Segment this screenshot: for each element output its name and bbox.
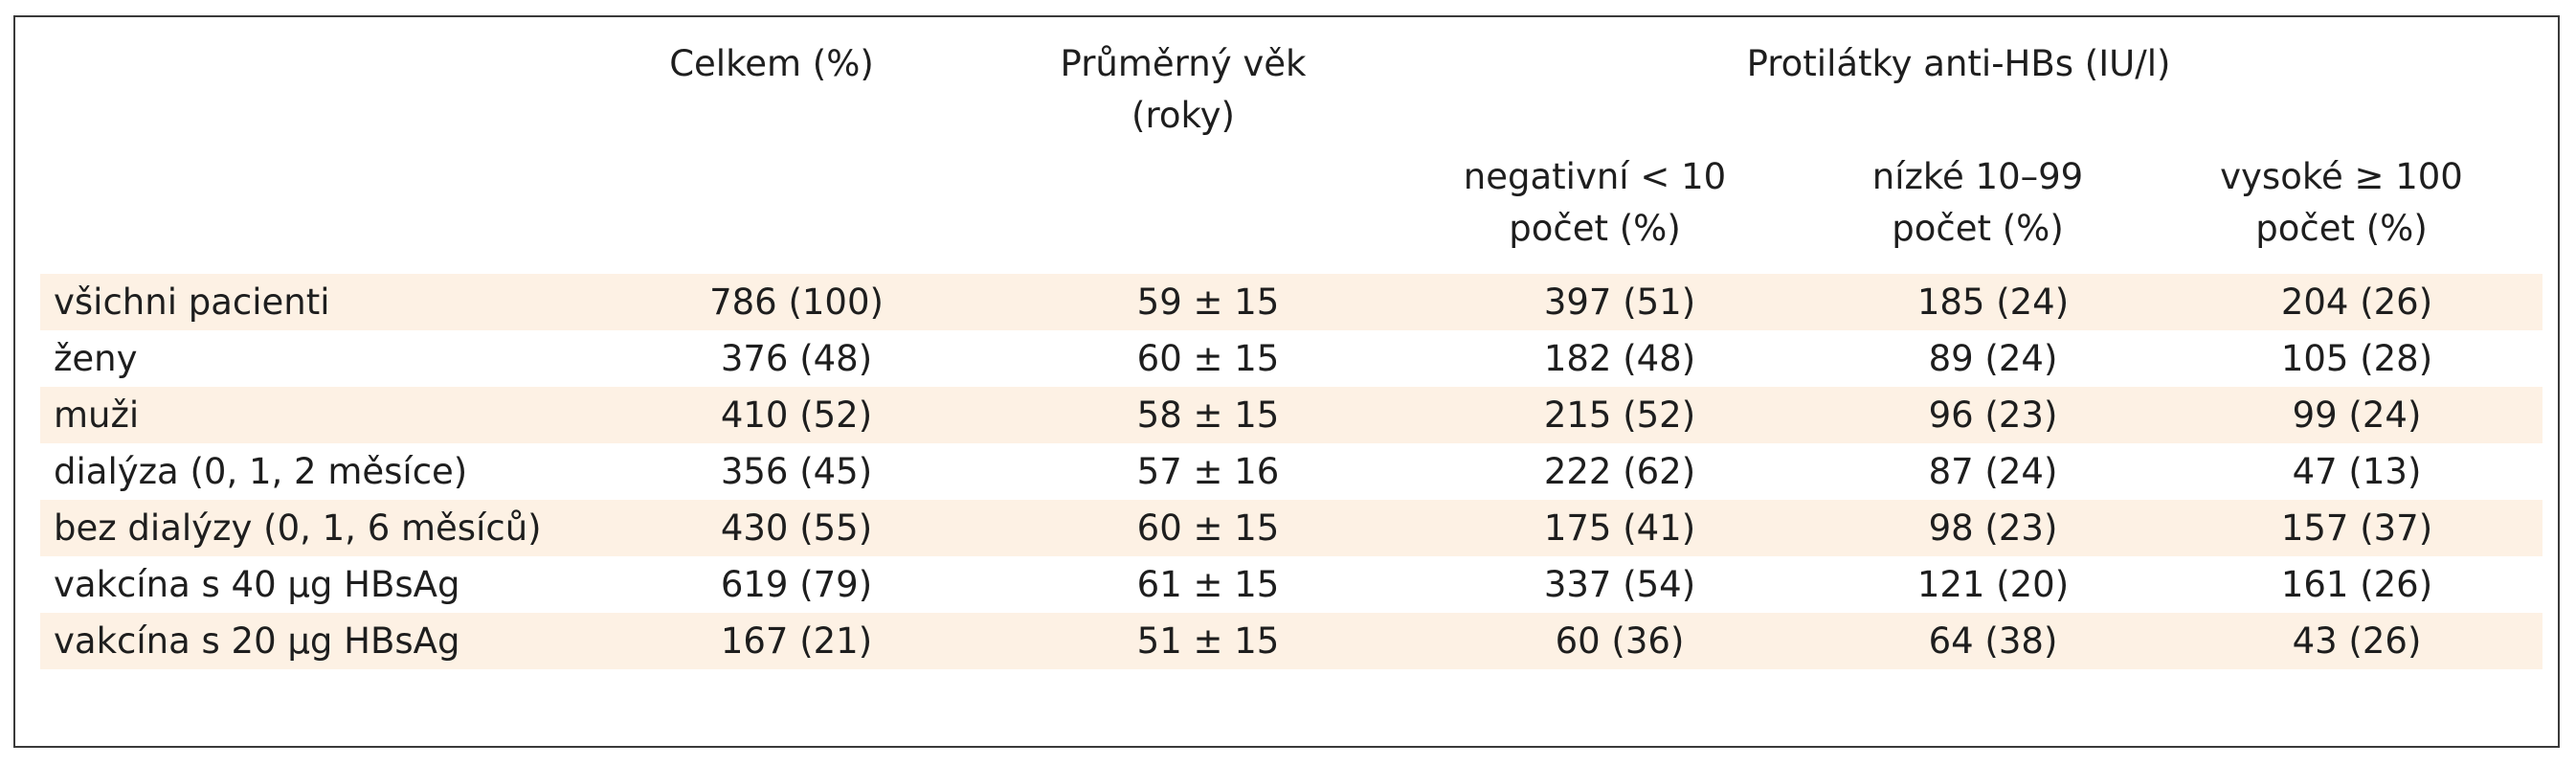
cell-total: 619 (79)	[720, 564, 873, 605]
cell-low: 96 (23)	[1928, 394, 2058, 436]
cell-total: 410 (52)	[720, 394, 873, 436]
header-antibodies-group: Protilátky anti-HBs (IU/l)	[1746, 43, 2171, 84]
header-negative-line1: negativní < 10	[1463, 156, 1727, 197]
cell-low: 87 (24)	[1928, 451, 2058, 492]
cell-low: 185 (24)	[1916, 282, 2070, 323]
table-row: všichni pacienti 786 (100) 59 ± 15 397 (…	[40, 274, 2542, 330]
cell-negative: 175 (41)	[1543, 507, 1696, 549]
row-label: ženy	[54, 338, 138, 379]
cell-negative: 337 (54)	[1543, 564, 1696, 605]
header-negative: negativní < 10 počet (%)	[1432, 151, 1758, 255]
cell-age: 51 ± 15	[1136, 620, 1280, 662]
cell-total: 356 (45)	[720, 451, 873, 492]
cell-low: 98 (23)	[1928, 507, 2058, 549]
cell-high: 43 (26)	[2292, 620, 2422, 662]
row-label: vakcína s 40 µg HBsAg	[54, 564, 460, 605]
cell-age: 61 ± 15	[1136, 564, 1280, 605]
cell-negative: 215 (52)	[1543, 394, 1696, 436]
header-high-line2: počet (%)	[2255, 208, 2428, 249]
cell-negative: 397 (51)	[1543, 282, 1696, 323]
header-average-age: Průměrný věk (roky)	[1011, 38, 1355, 142]
cell-high: 47 (13)	[2292, 451, 2422, 492]
table-row: vakcína s 20 µg HBsAg 167 (21) 51 ± 15 6…	[40, 613, 2542, 669]
cell-age: 59 ± 15	[1136, 282, 1280, 323]
cell-high: 161 (26)	[2280, 564, 2433, 605]
header-negative-line2: počet (%)	[1509, 208, 1681, 249]
header-total: Celkem (%)	[669, 43, 874, 84]
cell-low: 89 (24)	[1928, 338, 2058, 379]
cell-negative: 60 (36)	[1555, 620, 1685, 662]
table-row: bez dialýzy (0, 1, 6 měsíců) 430 (55) 60…	[40, 500, 2542, 556]
row-label: dialýza (0, 1, 2 měsíce)	[54, 451, 468, 492]
cell-high: 105 (28)	[2280, 338, 2433, 379]
header-average-age-line2: (roky)	[1131, 95, 1235, 136]
table-frame: Celkem (%) Průměrný věk (roky) Protilátk…	[13, 15, 2560, 748]
table-row: muži 410 (52) 58 ± 15 215 (52) 96 (23) 9…	[40, 387, 2542, 443]
cell-negative: 222 (62)	[1543, 451, 1696, 492]
cell-age: 60 ± 15	[1136, 338, 1280, 379]
cell-low: 64 (38)	[1928, 620, 2058, 662]
cell-negative: 182 (48)	[1543, 338, 1696, 379]
table-row: ženy 376 (48) 60 ± 15 182 (48) 89 (24) 1…	[40, 330, 2542, 387]
header-low: nízké 10–99 počet (%)	[1815, 151, 2140, 255]
cell-low: 121 (20)	[1916, 564, 2070, 605]
header-high: vysoké ≥ 100 počet (%)	[2179, 151, 2504, 255]
row-label: muži	[54, 394, 140, 436]
header-low-line1: nízké 10–99	[1871, 156, 2084, 197]
cell-age: 60 ± 15	[1136, 507, 1280, 549]
cell-total: 167 (21)	[720, 620, 873, 662]
table-row: dialýza (0, 1, 2 měsíce) 356 (45) 57 ± 1…	[40, 443, 2542, 500]
cell-age: 58 ± 15	[1136, 394, 1280, 436]
row-label: vakcína s 20 µg HBsAg	[54, 620, 460, 662]
row-label: všichni pacienti	[54, 282, 330, 323]
cell-high: 99 (24)	[2292, 394, 2422, 436]
cell-high: 204 (26)	[2280, 282, 2433, 323]
header-high-line1: vysoké ≥ 100	[2220, 156, 2463, 197]
cell-total: 430 (55)	[720, 507, 873, 549]
cell-total: 786 (100)	[709, 282, 884, 323]
header-low-line2: počet (%)	[1892, 208, 2064, 249]
row-label: bez dialýzy (0, 1, 6 měsíců)	[54, 507, 542, 549]
cell-total: 376 (48)	[720, 338, 873, 379]
cell-high: 157 (37)	[2280, 507, 2433, 549]
header-average-age-line1: Průměrný věk	[1060, 43, 1307, 84]
cell-age: 57 ± 16	[1136, 451, 1280, 492]
table-row: vakcína s 40 µg HBsAg 619 (79) 61 ± 15 3…	[40, 556, 2542, 613]
